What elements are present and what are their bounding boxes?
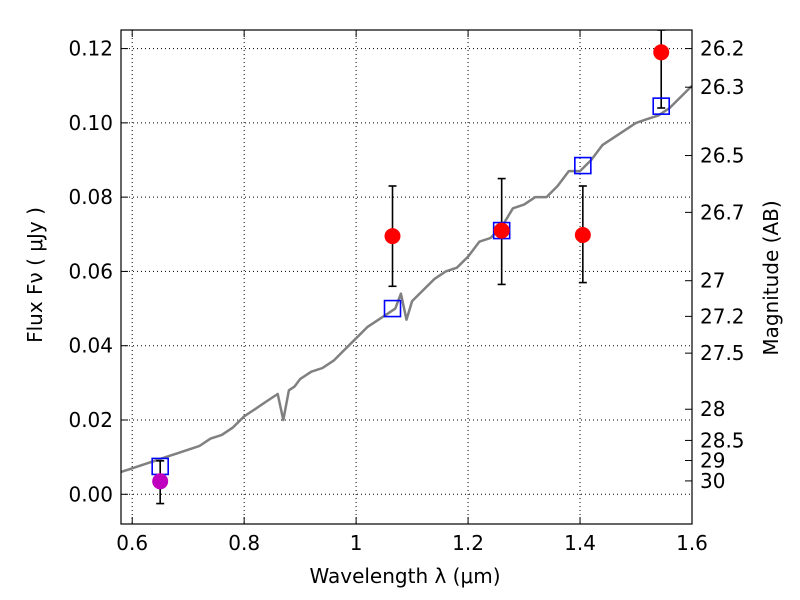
model-point-square xyxy=(574,156,592,175)
y-tick-label: 0.02 xyxy=(68,408,113,432)
y-tick-label: 0.12 xyxy=(68,37,113,61)
x-tick-label: 0.8 xyxy=(228,531,260,555)
mag-tick-label: 28 xyxy=(700,397,725,421)
model-spectrum-line xyxy=(121,84,692,474)
y-tick-label: 0.06 xyxy=(68,259,113,283)
mag-tick-label: 26.2 xyxy=(700,37,745,61)
y-tick-label: 0.00 xyxy=(68,482,113,506)
mag-tick-label: 29 xyxy=(700,448,725,472)
mag-tick-label: 28.5 xyxy=(700,428,745,452)
y-tick-label: 0.08 xyxy=(68,185,113,209)
observed-point xyxy=(493,222,510,239)
x-tick-label: 1.2 xyxy=(452,531,484,555)
y-axis-label: Flux Fν ( μJy ) xyxy=(23,207,47,343)
x-tick-label: 1.6 xyxy=(676,531,708,555)
observed-point xyxy=(574,227,591,244)
y-tick-label: 0.10 xyxy=(68,111,113,135)
mag-tick-label: 27 xyxy=(700,269,725,293)
axis-ticks: 0.6 0.8 1 1.2 1.4 1.6 0.00 0.02 0.04 0.06 0.08 0.10… xyxy=(68,30,745,555)
mag-tick-label: 30 xyxy=(700,469,725,493)
y2-axis-label: Magnitude (AB) xyxy=(759,200,783,355)
plot-area xyxy=(121,30,692,505)
model-point-square xyxy=(652,97,671,115)
x-tick-label: 0.6 xyxy=(116,531,148,555)
y-tick-label: 0.04 xyxy=(68,334,113,358)
mag-tick-label: 27.5 xyxy=(700,341,745,365)
plot-content xyxy=(121,30,692,505)
observed-point xyxy=(152,473,169,490)
mag-tick-label: 26.3 xyxy=(700,75,745,99)
model-point-square xyxy=(383,299,402,318)
x-axis-label: Wavelength λ (μm) xyxy=(309,564,500,588)
mag-tick-label: 26.5 xyxy=(700,144,745,168)
observed-point xyxy=(653,44,670,61)
x-tick-label: 1.4 xyxy=(564,531,596,555)
mag-tick-label: 26.7 xyxy=(700,200,745,224)
plot-frame xyxy=(120,29,693,525)
x-tick-label: 1 xyxy=(350,531,363,555)
grid-lines xyxy=(121,30,693,524)
mag-tick-label: 27.2 xyxy=(700,304,745,328)
observed-point xyxy=(384,228,401,245)
